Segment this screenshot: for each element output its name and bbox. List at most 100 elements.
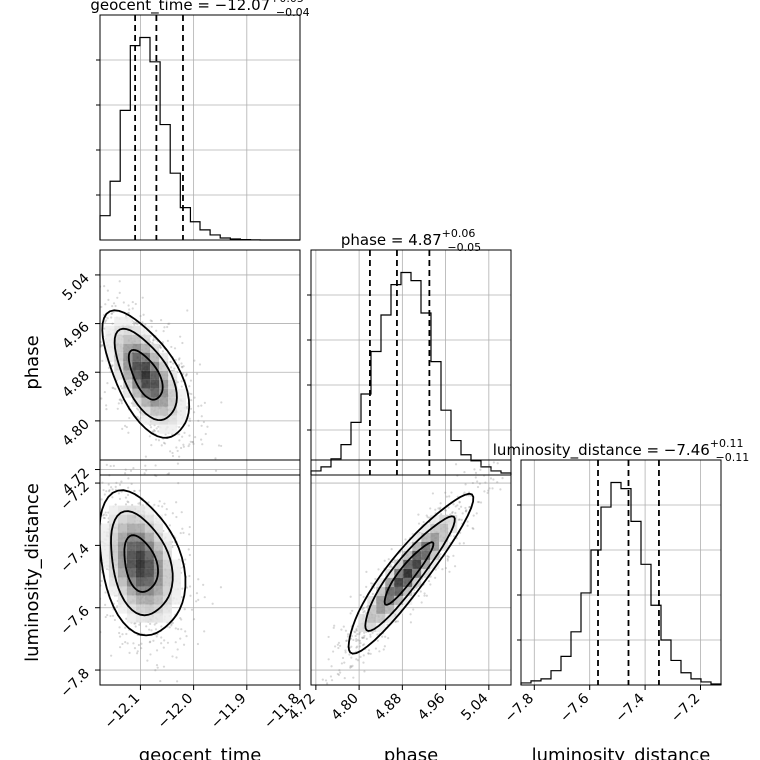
pair-0-point [168,479,170,481]
pair-0-point [193,359,196,362]
pair-2-point [325,682,329,685]
pair-1-density-cell [126,613,136,623]
pair-0-point [179,335,182,338]
pair-1-point [94,541,96,543]
pair-1-point [188,533,191,536]
pair-1-density-cell [108,505,118,515]
pair-2-point [453,565,457,568]
pair-0-point [179,446,183,450]
pair-0-point [98,368,100,370]
pair-2-point [444,566,448,570]
pair-1-point [179,531,182,535]
pair-2-point [420,601,423,604]
pair-1-density-cell [135,505,145,515]
pair-2-density-cell [412,550,422,560]
pair-2-point [489,468,492,471]
pair-0-point [157,425,160,428]
pair-1-point [111,488,114,491]
pair-2-point [466,520,469,523]
pair-1-point [155,664,159,667]
pair-2-point [459,505,463,508]
pair-0-point [118,398,121,401]
pair-2-point [362,595,365,599]
pair-1-point [132,489,136,493]
pair-0-point [106,317,109,320]
pair-1-point [176,680,179,683]
pair-0-point [185,372,188,376]
pair-1-point [145,469,148,472]
pair-2-point [337,641,341,644]
pair-2-point [330,665,333,668]
pair-2-point [471,526,474,530]
pair-2-point [338,671,342,674]
pair-1-contour-2 [100,489,187,637]
pair-0-density-cell [114,352,124,362]
pair-2-point [343,677,346,680]
pair-0-point [105,319,108,322]
pair-1-point [128,651,131,654]
pair-2-point [446,559,449,562]
pair-1-point [101,514,105,517]
pair-2-point [350,645,353,648]
pair-0-density-cell [141,370,151,380]
pair-2-point [327,635,330,639]
pair-2-density-cell [394,595,404,605]
pair-2-point [463,491,466,494]
pair-0-point [105,408,108,411]
pair-0-point [139,314,142,318]
pair-1-point [88,633,90,635]
pair-0-point [92,360,94,362]
pair-1-point [93,552,95,554]
pair-0-point [150,325,153,328]
pair-2-point [362,661,365,664]
pair-0-point [182,372,185,375]
pair-0-point [189,379,193,382]
pair-0-point [134,302,137,306]
pair-2-density-cell [376,604,386,614]
luminosity_distance-xtick-label-0: −7.8 [502,691,537,726]
pair-1-point [85,535,87,537]
pair-1-point [102,516,105,520]
pair-1-point [155,622,158,625]
pair-0-point [136,323,139,326]
pair-0-point [111,322,114,325]
pair-1-point [136,650,139,653]
phase-ytick-label-3: 4.96 [59,319,92,352]
pair-2-point [458,501,461,504]
pair-2-point [476,500,480,504]
pair-2-point [358,645,362,648]
pair-2-point [389,565,392,568]
pair-0-point [122,301,125,304]
pair-1-density-cell [117,586,127,596]
pair-2-density-cell [385,577,395,587]
pair-2-point [333,624,336,627]
pair-2-point [350,656,353,659]
pair-1-point [115,481,118,484]
pair-2-point [464,483,467,486]
pair-1-point [129,469,133,472]
pair-1-point [145,625,148,628]
pair-2-point [452,554,455,557]
pair-1-density-cell [144,514,154,524]
pair-1-point [137,502,140,505]
pair-0-point [104,320,107,324]
pair-1-point [175,656,178,659]
pair-2-point [394,613,397,616]
pair-2-point [479,468,482,471]
pair-0-point [157,430,160,433]
pair-2-point [415,586,418,589]
pair-1-density-cell [153,595,163,605]
pair-1-point [197,578,200,581]
pair-2-point [342,625,345,628]
pair-0-point [152,431,155,434]
pair-0-point [119,385,123,388]
pair-1-point [95,521,97,523]
pair-0-point [103,285,106,288]
pair-1-point [117,492,120,495]
pair-0-point [188,434,191,437]
pair-1-point [88,543,90,545]
pair-0-point [190,392,193,396]
pair-1-point [192,618,196,621]
pair-2-point [439,506,442,509]
